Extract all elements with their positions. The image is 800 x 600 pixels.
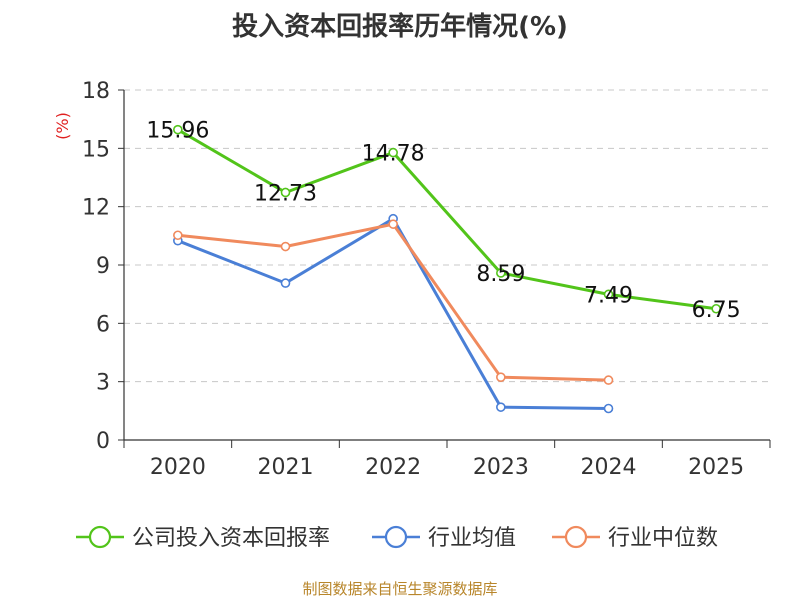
data-label: 8.59 (476, 262, 525, 287)
series-line (177, 222, 609, 382)
legend-label: 公司投入资本回报率 (132, 526, 330, 551)
y-tick-label: 0 (96, 429, 110, 454)
x-tick-label: 2024 (581, 455, 637, 480)
data-label: 12.73 (254, 181, 317, 206)
y-tick-label: 18 (82, 79, 110, 104)
series-1 (173, 213, 614, 414)
legend-item: 行业中位数 (552, 525, 718, 551)
legend: 公司投入资本回报率 行业均值 行业中位数 (76, 525, 718, 551)
x-tick-label: 2022 (365, 455, 421, 480)
data-point (711, 303, 721, 314)
data-point (603, 289, 614, 300)
data-point (173, 124, 183, 135)
legend-label: 行业中位数 (608, 526, 718, 551)
data-point (280, 187, 291, 198)
legend-marker (384, 525, 408, 549)
data-point (280, 278, 291, 288)
series-group: 15.96 12.73 14.78 8.59 7.49 6.75 (146, 119, 741, 414)
x-tick-label: 2020 (150, 455, 206, 480)
data-point (496, 372, 506, 382)
legend-label: 行业均值 (428, 526, 516, 551)
legend-item: 行业均值 (372, 525, 516, 551)
legend-item: 公司投入资本回报率 (76, 525, 330, 551)
gridlines (124, 89, 770, 383)
data-point (280, 241, 291, 252)
x-tick-labels: 2020 2021 2022 2023 2024 2025 (150, 455, 744, 480)
data-point (388, 219, 398, 229)
series-line (177, 128, 717, 311)
y-tick-label: 9 (96, 254, 110, 279)
data-point (496, 402, 506, 412)
y-tick-label: 15 (82, 137, 110, 162)
data-point (496, 268, 506, 278)
data-label: 7.49 (584, 283, 633, 308)
data-point (388, 147, 398, 158)
y-tick-label: 6 (96, 312, 110, 337)
x-tick-label: 2025 (688, 455, 744, 480)
x-tick-label: 2021 (258, 455, 314, 480)
data-label: 15.96 (146, 119, 209, 144)
data-label: 14.78 (362, 142, 425, 167)
chart-title: 投入资本回报率历年情况(%) (232, 12, 568, 42)
axes (118, 89, 771, 448)
x-tick-label: 2023 (473, 455, 529, 480)
y-axis-label: (%) (53, 112, 72, 140)
data-point (603, 375, 614, 385)
source-note: 制图数据来自恒生聚源数据库 (302, 580, 498, 598)
series-0 (173, 124, 721, 314)
legend-marker (564, 525, 588, 549)
y-tick-labels: 0 3 6 9 12 15 18 (82, 79, 110, 454)
y-tick-label: 12 (82, 196, 110, 221)
data-point (173, 230, 183, 241)
data-point (603, 403, 614, 414)
legend-marker (88, 525, 112, 549)
series-line (177, 217, 609, 410)
y-tick-label: 3 (96, 371, 110, 396)
series-2 (173, 219, 614, 385)
data-label: 6.75 (692, 298, 741, 323)
